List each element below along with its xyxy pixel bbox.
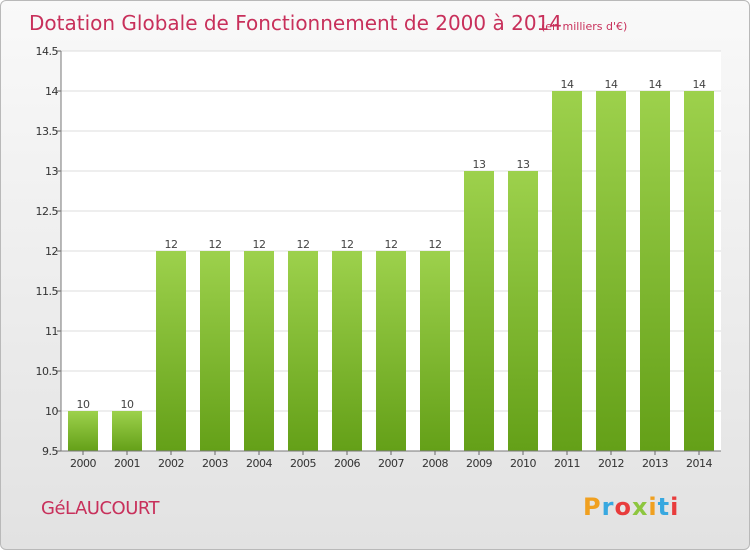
x-tick-label: 2006 [334, 457, 360, 470]
x-tick-label: 2010 [510, 457, 536, 470]
logo-letter: P [583, 493, 602, 521]
bar-value-label: 12 [385, 238, 398, 251]
bars: 10 10 12 12 12 12 12 12 12 13 13 14 14 14 14 [68, 78, 714, 451]
bar [244, 251, 274, 451]
bar-value-label: 12 [165, 238, 178, 251]
logo-letter: i [648, 493, 657, 521]
bar-value-label: 14 [649, 78, 662, 91]
bar-value-label: 13 [473, 158, 486, 171]
bar [420, 251, 450, 451]
y-tick-label: 12.5 [36, 205, 59, 218]
chart-subtitle: (en milliers d'€) [541, 20, 627, 33]
logo-letter: r [602, 493, 615, 521]
bar [332, 251, 362, 451]
bar [464, 171, 494, 451]
x-tick-label: 2007 [378, 457, 404, 470]
y-tick-label: 10 [45, 405, 58, 418]
x-tick-label: 2002 [158, 457, 184, 470]
x-tick-label: 2001 [114, 457, 140, 470]
bar-value-label: 14 [561, 78, 574, 91]
x-tick-label: 2014 [686, 457, 712, 470]
bar-value-label: 14 [693, 78, 706, 91]
x-tick-label: 2008 [422, 457, 448, 470]
x-tick-label: 2011 [554, 457, 580, 470]
y-tick-label: 14 [45, 85, 58, 98]
bar [640, 91, 670, 451]
bar-value-label: 13 [517, 158, 530, 171]
x-tick-label: 2000 [70, 457, 96, 470]
x-axis: 2000 2001 2002 2003 2004 2005 2006 2007 2008 2009… [61, 450, 721, 470]
x-tick-label: 2003 [202, 457, 228, 470]
logo-letter: i [670, 493, 679, 521]
y-tick-label: 10.5 [36, 365, 59, 378]
bar [288, 251, 318, 451]
bar [112, 411, 142, 451]
bar-value-label: 12 [429, 238, 442, 251]
x-tick-label: 2004 [246, 457, 272, 470]
x-tick-label: 2013 [642, 457, 668, 470]
y-tick-label: 13.5 [36, 125, 59, 138]
bar [508, 171, 538, 451]
bar [684, 91, 714, 451]
bar-value-label: 10 [121, 398, 134, 411]
y-tick-label: 11 [45, 325, 58, 338]
bar-value-label: 12 [341, 238, 354, 251]
chart-title: Dotation Globale de Fonctionnement de 20… [29, 11, 562, 35]
y-tick-label: 9.5 [42, 445, 58, 458]
bar [68, 411, 98, 451]
bar-value-label: 12 [209, 238, 222, 251]
logo-letter: t [658, 493, 670, 521]
proxiti-logo: Proxiti [583, 493, 679, 521]
logo-letter: o [614, 493, 632, 521]
place-name: GéLAUCOURT [41, 498, 161, 519]
logo-letter: x [632, 493, 648, 521]
y-tick-label: 12 [45, 245, 58, 258]
y-tick-label: 11.5 [36, 285, 59, 298]
x-tick-label: 2009 [466, 457, 492, 470]
bar-value-label: 12 [297, 238, 310, 251]
y-tick-label: 13 [45, 165, 58, 178]
bar [156, 251, 186, 451]
y-axis: 9.5 10 10.5 11 11.5 12 12.5 13 13.5 14 14.5 [36, 45, 62, 458]
bar-value-label: 12 [253, 238, 266, 251]
bar-value-label: 14 [605, 78, 618, 91]
bar [552, 91, 582, 451]
x-tick-label: 2005 [290, 457, 316, 470]
x-tick-label: 2012 [598, 457, 624, 470]
bar-value-label: 10 [77, 398, 90, 411]
bar [376, 251, 406, 451]
bar [596, 91, 626, 451]
y-tick-label: 14.5 [36, 45, 59, 58]
bar [200, 251, 230, 451]
